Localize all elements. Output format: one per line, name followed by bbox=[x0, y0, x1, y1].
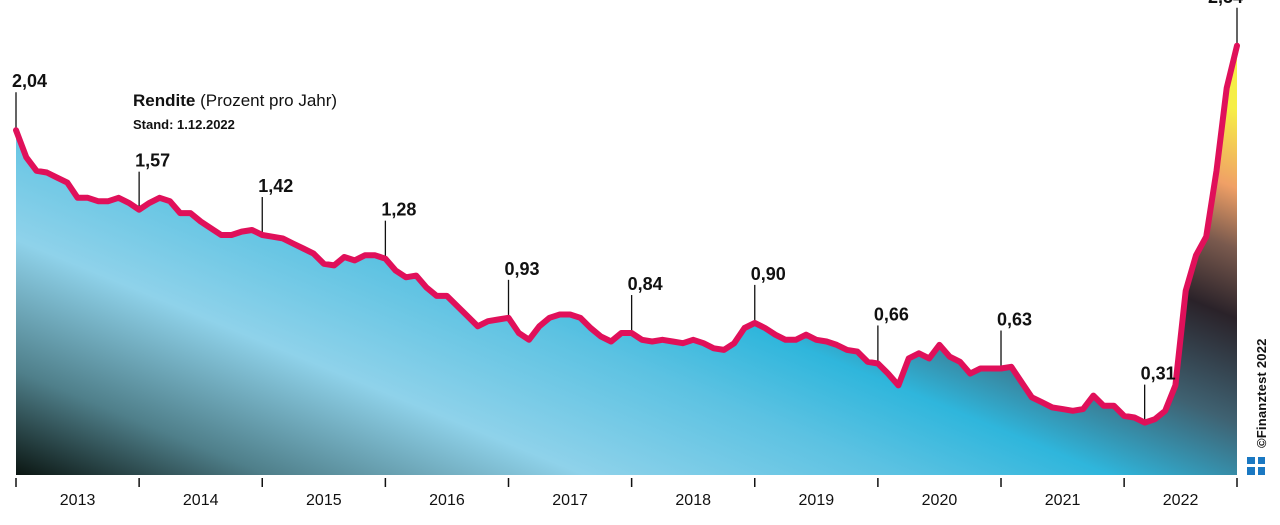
x-tick-label: 2020 bbox=[922, 492, 958, 509]
value-label: 0,93 bbox=[505, 259, 540, 279]
value-label: 1,42 bbox=[258, 176, 293, 196]
x-tick-label: 2017 bbox=[552, 492, 588, 509]
x-tick-label: 2014 bbox=[183, 492, 219, 509]
title-bold: Rendite bbox=[133, 91, 196, 110]
value-label: 0,31 bbox=[1141, 364, 1176, 384]
value-label: 0,90 bbox=[751, 264, 786, 284]
x-tick-label: 2016 bbox=[429, 492, 465, 509]
copyright: ©Finanztest 2022 bbox=[1254, 338, 1269, 448]
value-label: 1,28 bbox=[381, 200, 416, 220]
area-fill bbox=[16, 45, 1237, 475]
chart-title: Rendite (Prozent pro Jahr) bbox=[133, 91, 337, 111]
value-label: 2,04 bbox=[12, 71, 47, 91]
x-tick-label: 2019 bbox=[799, 492, 835, 509]
x-tick-label: 2013 bbox=[60, 492, 96, 509]
value-label: 0,63 bbox=[997, 310, 1032, 330]
value-label: 1,57 bbox=[135, 151, 170, 171]
value-label: 2,54 bbox=[1208, 0, 1243, 7]
chart-date: Stand: 1.12.2022 bbox=[133, 117, 235, 132]
x-tick-label: 2021 bbox=[1045, 492, 1081, 509]
finanztest-logo-icon bbox=[1247, 457, 1265, 475]
yield-line bbox=[13, 42, 1240, 426]
x-tick-label: 2018 bbox=[675, 492, 711, 509]
x-tick-label: 2015 bbox=[306, 492, 342, 509]
x-tick-label: 2022 bbox=[1163, 492, 1199, 509]
value-label: 0,84 bbox=[628, 274, 663, 294]
value-label: 0,66 bbox=[874, 304, 909, 324]
title-unit: (Prozent pro Jahr) bbox=[200, 91, 338, 110]
